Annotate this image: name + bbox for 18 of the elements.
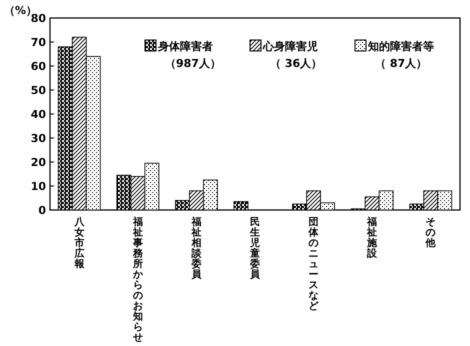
y-tick-label: 70 <box>30 36 46 49</box>
x-tick-label: その他 <box>424 217 437 249</box>
category-label: 団体のニュースなど <box>308 217 319 312</box>
legend-label: 身体障害者（987人） <box>157 40 221 70</box>
y-tick-label: 20 <box>30 156 46 169</box>
x-tick-label: 民生児童委員 <box>249 216 261 280</box>
x-tick-label: 八女市広報 <box>73 216 86 270</box>
y-tick-label: 40 <box>30 108 46 121</box>
y-tick-label: 50 <box>30 84 46 97</box>
y-tick-label: 60 <box>30 60 46 73</box>
x-tick-label: 福祉施設 <box>366 216 378 260</box>
legend-label: 知的障害者等（ 87人） <box>367 40 434 70</box>
y-tick-label: 30 <box>30 132 46 145</box>
y-tick-label: 10 <box>30 180 46 193</box>
legend-label: 心身障害児（ 36人） <box>262 40 322 70</box>
y-tick-label: 0 <box>38 204 46 217</box>
x-tick-label: 福祉相談委員 <box>190 216 202 280</box>
category-label: 福祉事務所からのお知らせ <box>132 217 143 344</box>
